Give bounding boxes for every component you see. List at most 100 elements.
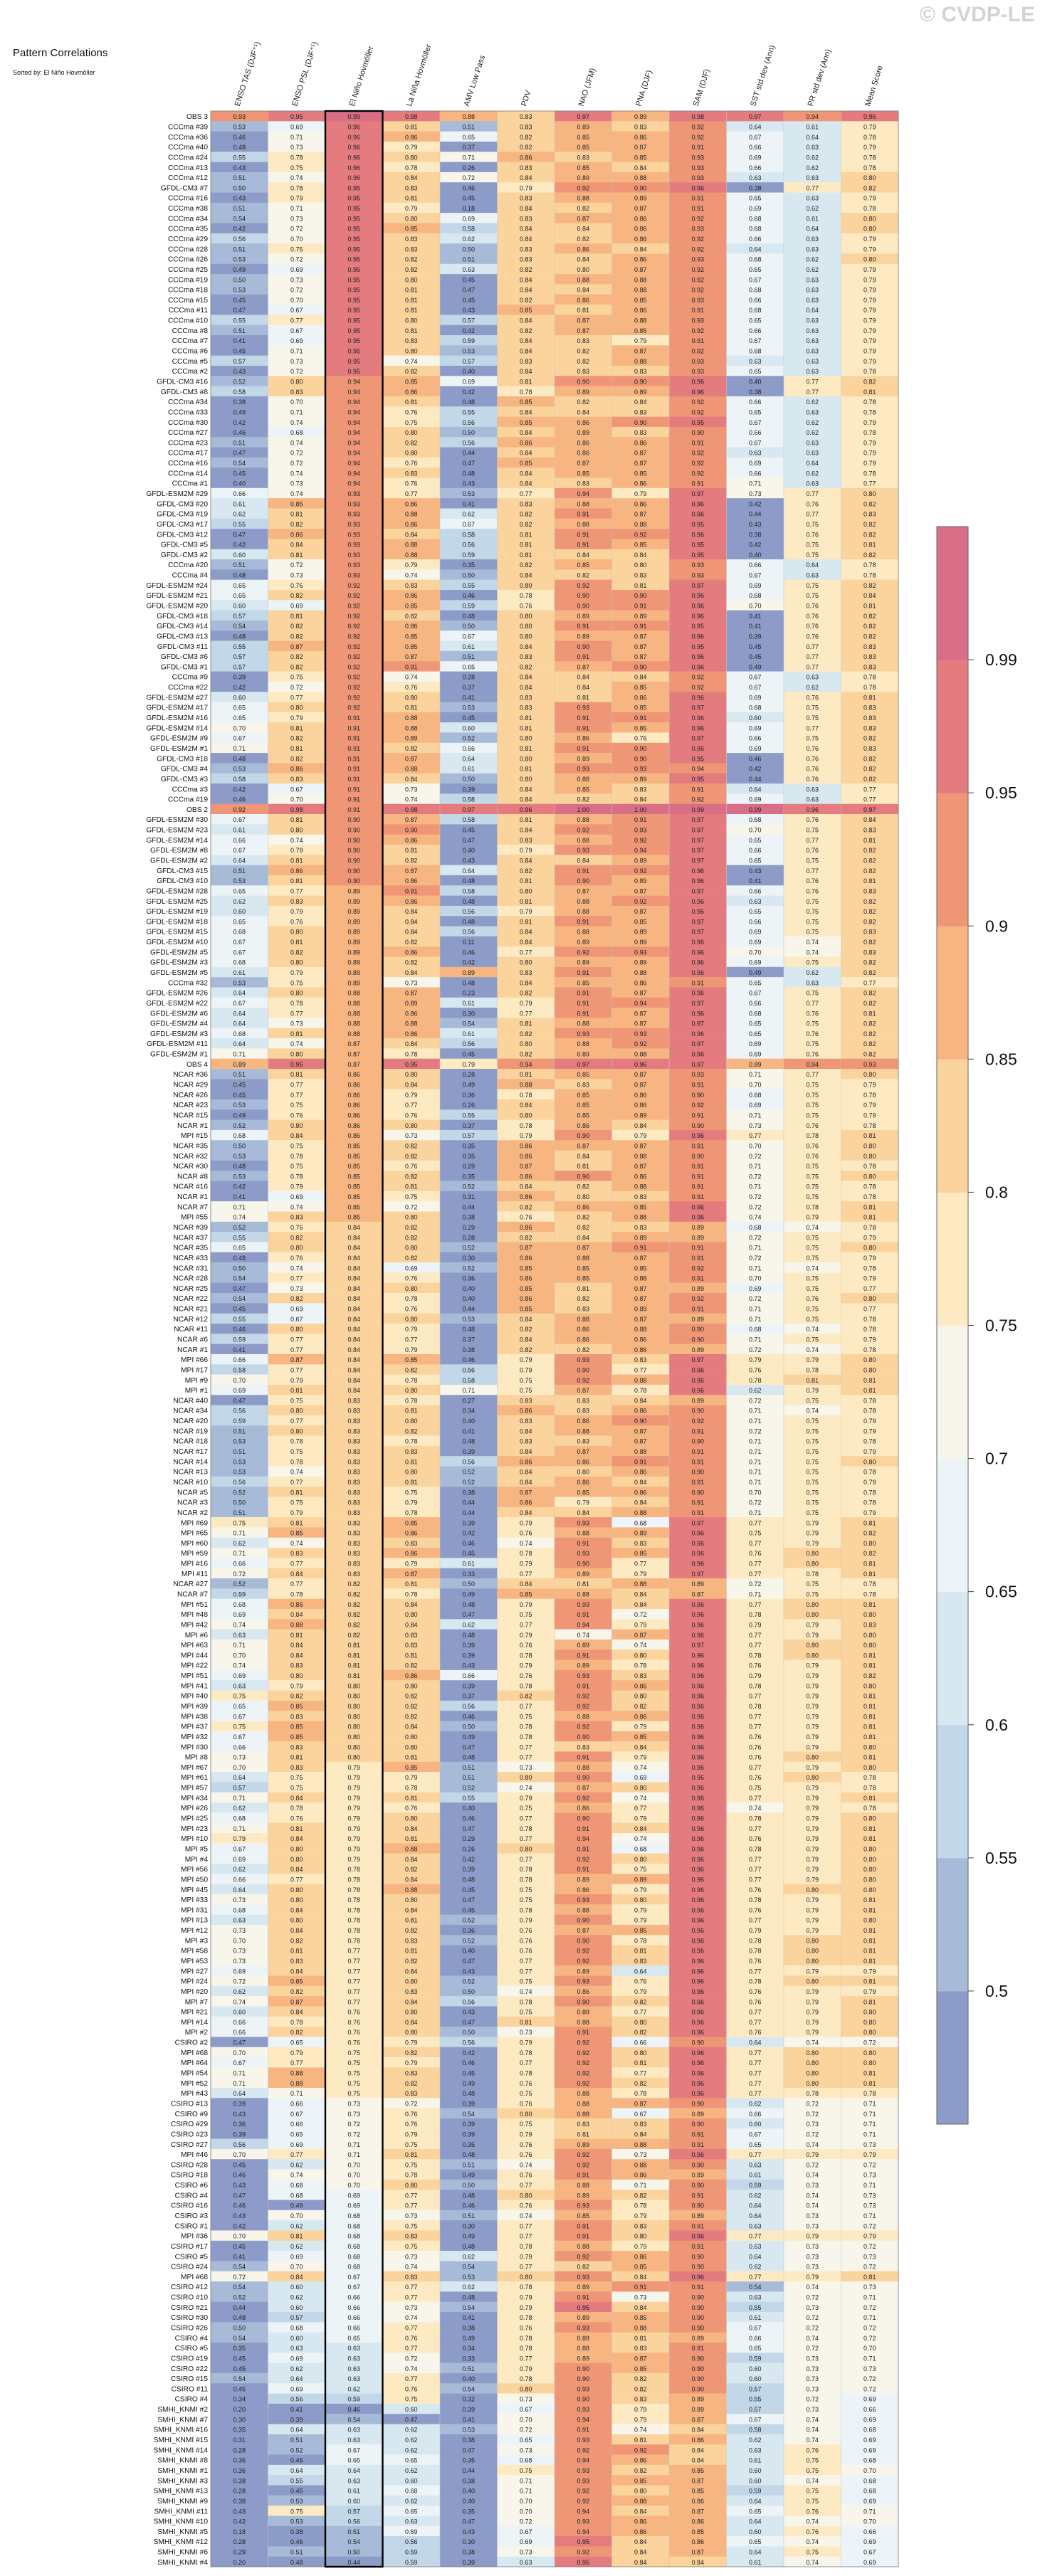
cell-value: 0.89 — [691, 1346, 704, 1353]
cell-value: 0.78 — [520, 2070, 532, 2077]
cell-value: 0.47 — [233, 450, 246, 457]
cell-value: 0.77 — [290, 1580, 303, 1588]
cell-value: 0.80 — [863, 1845, 876, 1852]
cell-value: 0.87 — [634, 511, 647, 518]
cell-value: 0.57 — [233, 663, 246, 670]
cell-value: 0.76 — [749, 1754, 762, 1761]
cell-value: 0.76 — [405, 1112, 418, 1119]
cell-value: 0.79 — [863, 348, 876, 355]
cell-value: 0.79 — [749, 1927, 762, 1934]
cell-value: 0.77 — [520, 1571, 532, 1578]
cell-value: 0.75 — [806, 542, 819, 549]
cell-value: 0.83 — [347, 1418, 360, 1425]
cell-value: 0.73 — [347, 2111, 360, 2118]
cell-value: 0.80 — [290, 1326, 303, 1333]
heatmap-cell — [841, 416, 898, 428]
cell-value: 0.72 — [806, 2131, 819, 2138]
heatmap-cell — [841, 324, 898, 336]
cell-value: 0.80 — [806, 1611, 819, 1618]
row-label: MPI #24 — [181, 1978, 208, 1986]
row-label: CCCma #36 — [168, 134, 208, 142]
cell-value: 0.55 — [233, 643, 246, 650]
cell-value: 0.86 — [347, 1071, 360, 1078]
cell-value: 0.48 — [462, 1876, 475, 1883]
cell-value: 0.83 — [405, 1448, 418, 1455]
cell-value: 0.74 — [233, 1998, 246, 2005]
cell-value: 0.56 — [233, 1479, 246, 1486]
heatmap-cell — [268, 171, 325, 183]
cell-value: 0.72 — [290, 226, 303, 233]
cell-value: 0.86 — [520, 1173, 532, 1180]
cell-value: 0.79 — [806, 1825, 819, 1832]
cell-value: 0.80 — [634, 1652, 647, 1659]
cell-value: 0.66 — [233, 837, 246, 844]
heatmap-cell — [325, 152, 383, 162]
heatmap-cell — [325, 233, 383, 244]
cell-value: 0.83 — [347, 1397, 360, 1404]
cell-value: 0.83 — [863, 827, 876, 834]
cell-value: 0.58 — [233, 1366, 246, 1373]
cell-value: 0.75 — [290, 1102, 303, 1109]
cell-value: 0.79 — [806, 2029, 819, 2036]
cell-value: 0.64 — [749, 786, 762, 793]
cell-value: 0.85 — [577, 1071, 589, 1078]
cell-value: 0.80 — [520, 633, 532, 640]
cell-value: 0.92 — [691, 1295, 704, 1302]
cell-value: 0.89 — [691, 1397, 704, 1404]
cell-value: 0.46 — [462, 184, 475, 191]
heatmap-cell — [268, 396, 325, 407]
cell-value: 0.47 — [233, 1397, 246, 1404]
cell-value: 0.79 — [863, 144, 876, 151]
cell-value: 0.63 — [806, 144, 819, 151]
cell-value: 0.87 — [634, 1082, 647, 1089]
cell-value: 0.71 — [863, 2100, 876, 2107]
cell-value: 0.78 — [863, 408, 876, 416]
cell-value: 0.62 — [233, 511, 246, 518]
cell-value: 0.91 — [691, 1112, 704, 1119]
cell-value: 0.82 — [863, 959, 876, 966]
cell-value: 0.88 — [634, 1377, 647, 1384]
cell-value: 0.80 — [405, 1815, 418, 1822]
cell-value: 0.65 — [749, 857, 762, 864]
cell-value: 0.82 — [863, 613, 876, 620]
cell-value: 0.78 — [520, 1652, 532, 1659]
cell-value: 0.95 — [290, 1061, 303, 1068]
cell-value: 0.74 — [290, 174, 303, 181]
cell-value: 0.78 — [405, 1051, 418, 1058]
cell-value: 0.36 — [462, 1275, 475, 1282]
cell-value: 0.97 — [691, 857, 704, 864]
cell-value: 0.76 — [405, 460, 418, 467]
cell-value: 0.94 — [347, 389, 360, 396]
heatmap-cell — [611, 223, 669, 234]
cell-value: 0.83 — [347, 1509, 360, 1516]
cell-value: 0.96 — [691, 653, 704, 660]
cell-value: 0.74 — [233, 1662, 246, 1669]
heatmap-cell — [382, 274, 440, 285]
cell-value: 0.45 — [462, 827, 475, 834]
cell-value: 0.80 — [405, 317, 418, 324]
cell-value: 0.92 — [577, 184, 589, 191]
cell-value: 0.79 — [863, 1418, 876, 1425]
cell-value: 0.84 — [577, 408, 589, 416]
cell-value: 0.95 — [347, 266, 360, 273]
cell-value: 0.91 — [691, 1499, 704, 1506]
cell-value: 0.89 — [577, 1642, 589, 1649]
cell-value: 0.75 — [290, 979, 303, 986]
cell-value: 0.83 — [405, 2090, 418, 2097]
cell-value: 0.77 — [290, 1561, 303, 1568]
cell-value: 0.83 — [634, 123, 647, 130]
heatmap-cell — [726, 192, 784, 204]
heatmap-cell — [611, 324, 669, 336]
cell-value: 0.79 — [634, 1754, 647, 1761]
cell-value: 0.52 — [233, 1224, 246, 1231]
heatmap-cell — [497, 274, 555, 285]
cell-value: 0.59 — [462, 337, 475, 344]
heatmap-cell — [268, 406, 325, 417]
heatmap-cell — [440, 202, 498, 213]
cell-value: 0.85 — [520, 1265, 532, 1272]
heatmap-cell — [841, 131, 898, 142]
heatmap-cell — [669, 243, 727, 254]
cell-value: 0.64 — [233, 1040, 246, 1047]
row-label: MPI #20 — [181, 1988, 208, 1996]
cell-value: 0.79 — [863, 123, 876, 130]
